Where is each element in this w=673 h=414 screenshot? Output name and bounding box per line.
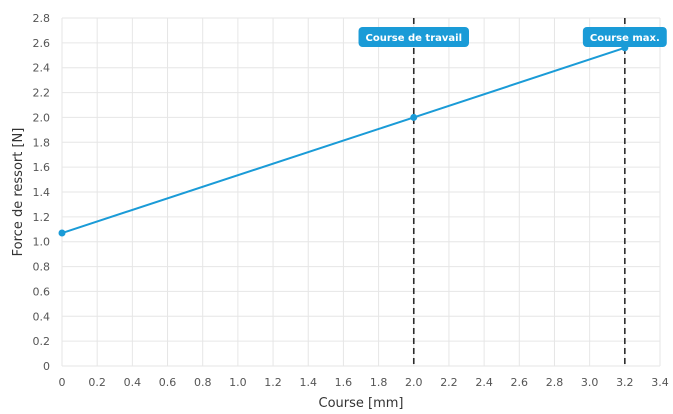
x-tick-label: 2.0 <box>405 376 423 389</box>
y-tick-label: 2.8 <box>33 12 51 25</box>
x-tick-label: 0.6 <box>159 376 177 389</box>
y-tick-label: 1.2 <box>33 211 51 224</box>
reference-label: Course max. <box>582 27 667 47</box>
x-tick-label: 2.6 <box>511 376 529 389</box>
y-tick-label: 1.8 <box>33 136 51 149</box>
reference-label-box <box>358 27 470 47</box>
x-axis-ticks: 0 0.2 0.4 0.6 0.8 1.0 1.2 1.4 1.6 1.8 2.0 2.2 2.4 2.6… <box>59 376 669 389</box>
x-tick-label: 1.8 <box>370 376 388 389</box>
x-tick-label: 0.2 <box>88 376 106 389</box>
x-tick-label: 1.0 <box>229 376 247 389</box>
x-tick-label: 0.8 <box>194 376 212 389</box>
x-tick-label: 3.2 <box>616 376 634 389</box>
x-tick-label: 2.8 <box>546 376 564 389</box>
x-tick-label: 1.4 <box>299 376 317 389</box>
reference-label-text: Course max. <box>590 33 660 44</box>
y-tick-label: 1.4 <box>33 186 51 199</box>
y-tick-label: 2.6 <box>33 37 51 50</box>
x-tick-label: 3.0 <box>581 376 599 389</box>
reference-labels: Course de travail Course max. <box>358 27 667 47</box>
reference-lines <box>412 18 626 366</box>
x-axis-title: Course [mm] <box>319 396 404 411</box>
reference-label-text: Course de travail <box>366 33 462 44</box>
y-tick-label: 1.0 <box>33 236 51 249</box>
x-tick-label: 1.6 <box>335 376 353 389</box>
y-tick-label: 2.2 <box>33 87 51 100</box>
data-point[interactable] <box>410 113 418 121</box>
reference-label-box <box>582 27 667 47</box>
y-axis-ticks: 0 0.2 0.4 0.6 0.8 1.0 1.2 1.4 1.6 1.8 2.0 2.2 2.4 2.6… <box>33 12 51 373</box>
x-tick-label: 0 <box>59 376 66 389</box>
x-tick-label: 3.4 <box>651 376 669 389</box>
data-point[interactable] <box>58 229 66 237</box>
reference-label: Course de travail <box>358 27 470 47</box>
y-tick-label: 0.8 <box>33 261 51 274</box>
x-tick-label: 1.2 <box>264 376 282 389</box>
y-tick-label: 0.4 <box>33 310 51 323</box>
grid <box>61 17 661 367</box>
x-tick-label: 2.2 <box>440 376 458 389</box>
x-tick-label: 2.4 <box>475 376 493 389</box>
y-tick-label: 0 <box>43 360 50 373</box>
y-tick-label: 0.6 <box>33 285 51 298</box>
y-tick-label: 1.6 <box>33 161 51 174</box>
y-axis-title: Force de ressort [N] <box>11 128 26 257</box>
y-tick-label: 0.2 <box>33 335 51 348</box>
y-tick-label: 2.4 <box>33 62 51 75</box>
y-tick-label: 2.0 <box>33 111 51 124</box>
x-tick-label: 0.4 <box>124 376 142 389</box>
